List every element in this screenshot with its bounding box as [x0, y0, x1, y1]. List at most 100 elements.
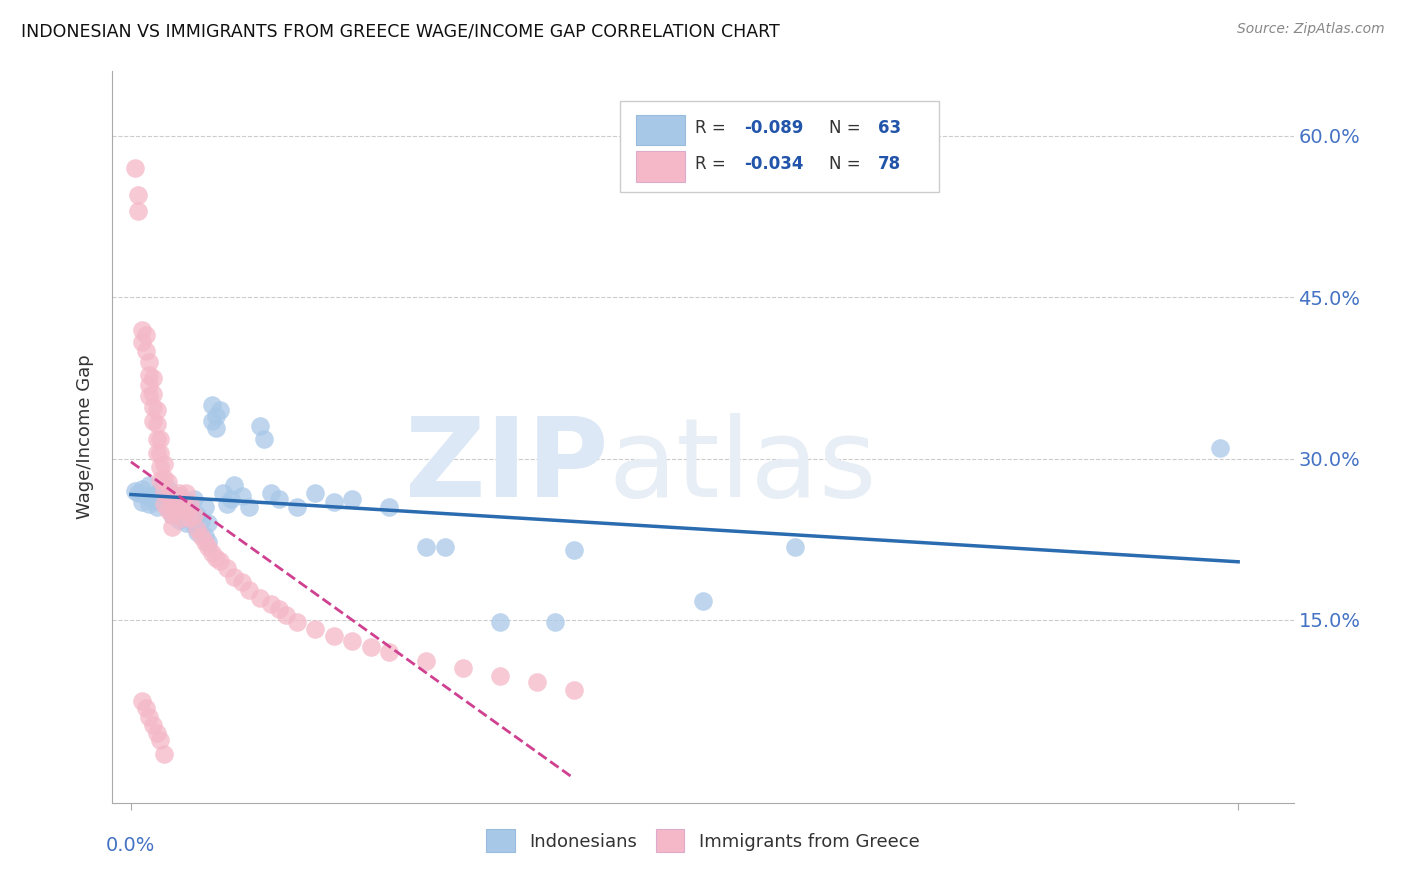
Point: [205, 409, 228, 423]
Point: [142, 718, 165, 732]
FancyBboxPatch shape: [636, 151, 685, 182]
Point: [267, 492, 290, 507]
Point: [323, 629, 346, 643]
Y-axis label: Wage/Income Gap: Wage/Income Gap: [76, 355, 94, 519]
Legend: Indonesians, Immigrants from Greece: Indonesians, Immigrants from Greece: [479, 822, 927, 860]
Point: [179, 500, 201, 514]
Point: [160, 508, 183, 522]
Point: [489, 615, 512, 629]
Point: [215, 497, 238, 511]
Point: [197, 540, 219, 554]
Point: [131, 335, 153, 350]
Point: [304, 486, 326, 500]
Point: [146, 417, 169, 432]
Point: [142, 492, 165, 507]
Point: [224, 478, 246, 492]
Point: [153, 471, 176, 485]
Point: [186, 521, 208, 535]
Point: [238, 582, 260, 597]
Point: [153, 457, 176, 471]
Point: [526, 675, 548, 690]
Point: [135, 489, 157, 503]
Point: [153, 497, 176, 511]
Text: INDONESIAN VS IMMIGRANTS FROM GREECE WAGE/INCOME GAP CORRELATION CHART: INDONESIAN VS IMMIGRANTS FROM GREECE WAG…: [21, 22, 780, 40]
Point: [149, 494, 172, 508]
Point: [149, 432, 172, 446]
Point: [194, 500, 217, 514]
Point: [135, 701, 157, 715]
Text: 63: 63: [877, 119, 901, 136]
Point: [562, 682, 585, 697]
Point: [186, 524, 208, 539]
Point: [138, 497, 160, 511]
Point: [167, 513, 190, 527]
Point: [146, 726, 169, 740]
Point: [274, 607, 297, 622]
Point: [138, 378, 160, 392]
Point: [260, 486, 283, 500]
Point: [249, 419, 271, 434]
Point: [174, 494, 197, 508]
Point: [174, 503, 197, 517]
Point: [153, 747, 176, 762]
Point: [378, 500, 401, 514]
Text: R =: R =: [695, 155, 731, 173]
Point: [146, 446, 169, 460]
Text: -0.034: -0.034: [744, 155, 804, 173]
Text: 0.0%: 0.0%: [107, 836, 156, 855]
Point: [212, 486, 235, 500]
Point: [253, 432, 276, 446]
Text: N =: N =: [830, 119, 866, 136]
Point: [215, 561, 238, 575]
Point: [149, 446, 172, 460]
Point: [142, 400, 165, 414]
Point: [238, 500, 260, 514]
Text: Source: ZipAtlas.com: Source: ZipAtlas.com: [1237, 22, 1385, 37]
Point: [127, 204, 149, 219]
Point: [172, 497, 194, 511]
Point: [156, 475, 179, 490]
Point: [131, 482, 153, 496]
Point: [342, 634, 364, 648]
Point: [205, 421, 228, 435]
Point: [174, 516, 197, 530]
Point: [138, 355, 160, 369]
Point: [127, 188, 149, 202]
Point: [165, 503, 187, 517]
Point: [146, 486, 169, 500]
Point: [415, 654, 437, 668]
FancyBboxPatch shape: [620, 101, 939, 192]
Point: [179, 497, 201, 511]
Point: [323, 494, 346, 508]
Point: [304, 622, 326, 636]
Point: [165, 497, 187, 511]
Point: [267, 602, 290, 616]
Point: [146, 432, 169, 446]
Point: [124, 483, 146, 498]
Point: [138, 478, 160, 492]
Point: [167, 489, 190, 503]
Point: [146, 500, 169, 514]
Point: [260, 597, 283, 611]
Point: [544, 615, 567, 629]
Point: [197, 516, 219, 530]
Point: [146, 403, 169, 417]
Point: [138, 368, 160, 382]
Point: [138, 389, 160, 403]
Point: [165, 489, 187, 503]
Point: [174, 486, 197, 500]
Point: [160, 520, 183, 534]
Text: ZIP: ZIP: [405, 413, 609, 520]
Point: [142, 414, 165, 428]
Text: atlas: atlas: [609, 413, 877, 520]
Point: [415, 540, 437, 554]
Point: [160, 508, 183, 522]
Point: [562, 543, 585, 558]
Point: [156, 482, 179, 496]
Point: [231, 575, 253, 590]
Point: [172, 510, 194, 524]
Point: [127, 486, 149, 500]
Point: [156, 503, 179, 517]
Point: [153, 489, 176, 503]
Point: [249, 591, 271, 606]
